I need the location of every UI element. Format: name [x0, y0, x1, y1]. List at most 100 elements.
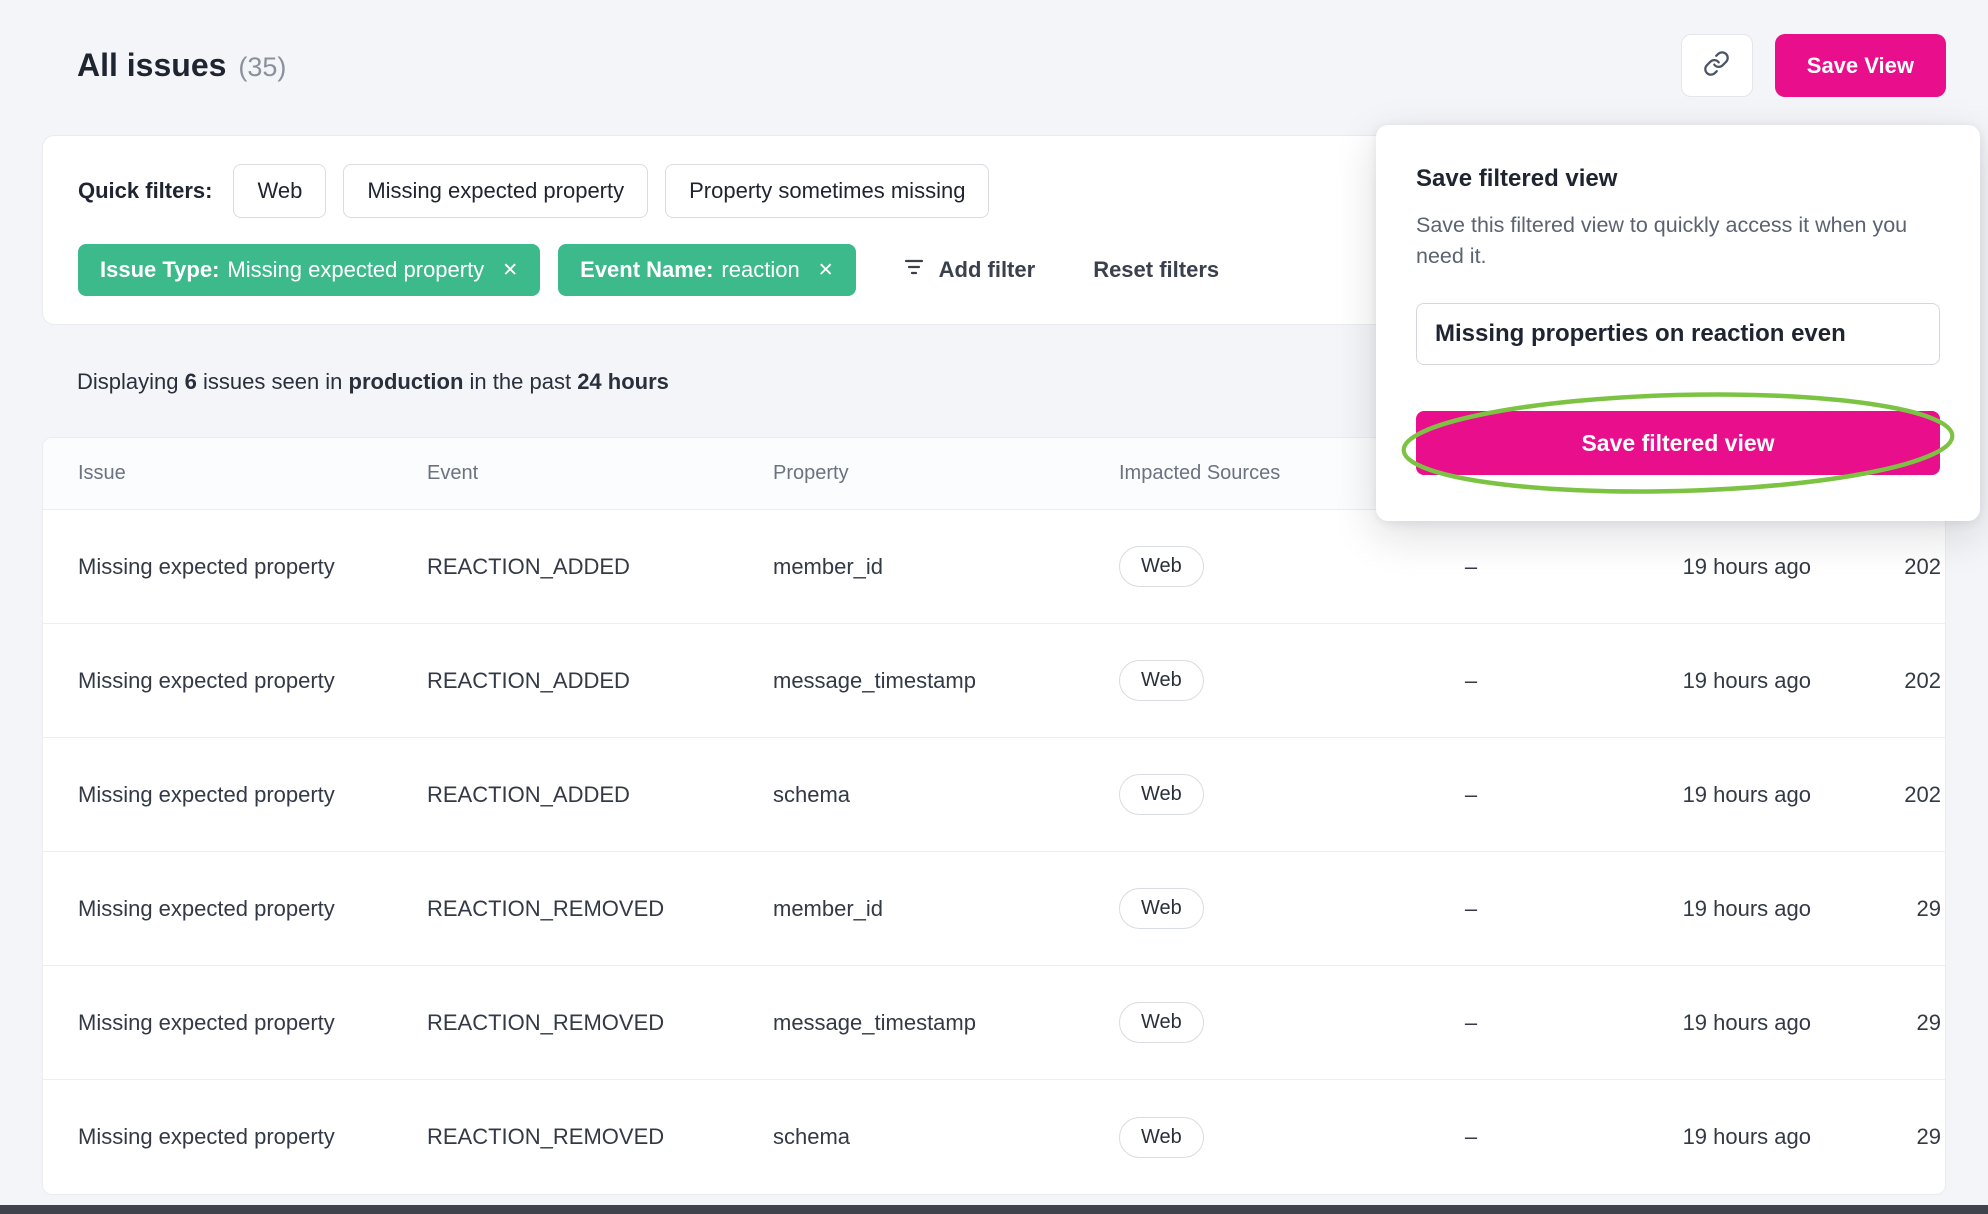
cell-last-seen: 19 hours ago [1682, 1009, 1811, 1035]
cell-count: 29 [1916, 895, 1941, 921]
table-row[interactable]: Missing expected property REACTION_REMOV… [43, 1080, 1945, 1194]
table-row[interactable]: Missing expected property REACTION_REMOV… [43, 966, 1945, 1080]
page-title: All issues (35) [77, 47, 286, 84]
cell-property: message_timestamp [773, 1009, 976, 1035]
issues-table: Issue Event Property Impacted Sources Mi… [42, 437, 1946, 1195]
filter-chip-value: reaction [721, 257, 800, 282]
cell-last-seen: 19 hours ago [1682, 895, 1811, 921]
cell-dash: – [1464, 1124, 1478, 1149]
filter-chip-issue-type[interactable]: Issue Type: Missing expected property ✕ [78, 244, 541, 296]
filter-chip-value: Missing expected property [227, 257, 485, 282]
cell-sources: Web [1119, 1002, 1389, 1043]
link-icon [1703, 50, 1730, 82]
filter-chip-label: Issue Type: [100, 257, 220, 282]
status-count: 6 [184, 369, 197, 394]
source-badge: Web [1119, 546, 1204, 587]
popover-title: Save filtered view [1416, 165, 1618, 192]
cell-dash: – [1464, 1009, 1478, 1035]
close-icon[interactable]: ✕ [502, 259, 519, 281]
cell-sources: Web [1119, 888, 1389, 929]
top-actions: Save View [1680, 34, 1946, 97]
cell-count: 202 [1904, 667, 1941, 693]
cell-issue: Missing expected property [78, 895, 335, 921]
copy-link-button[interactable] [1680, 34, 1753, 97]
source-badge: Web [1119, 774, 1204, 815]
cell-last-seen: 19 hours ago [1682, 667, 1811, 693]
popover-description: Save this filtered view to quickly acces… [1416, 213, 1908, 268]
cell-property: member_id [773, 553, 884, 579]
cell-last-seen: 19 hours ago [1682, 1124, 1811, 1149]
quick-filter-web[interactable]: Web [233, 164, 327, 218]
cell-count: 202 [1904, 781, 1941, 807]
cell-event: REACTION_REMOVED [427, 1124, 665, 1149]
cell-event: REACTION_ADDED [427, 781, 630, 807]
reset-filters-button[interactable]: Reset filters [1093, 257, 1220, 282]
column-header-event: Event [427, 462, 479, 484]
cell-sources: Web [1119, 774, 1389, 815]
quick-filter-property-sometimes-missing[interactable]: Property sometimes missing [665, 164, 990, 218]
status-prefix: Displaying [77, 369, 179, 394]
page-title-count: (35) [238, 52, 287, 82]
cell-issue: Missing expected property [78, 667, 335, 693]
cell-last-seen: 19 hours ago [1682, 781, 1811, 807]
cell-sources: Web [1119, 1116, 1389, 1158]
cell-sources: Web [1119, 546, 1389, 587]
cell-event: REACTION_REMOVED [427, 895, 665, 921]
cell-count: 202 [1904, 553, 1941, 579]
cell-issue: Missing expected property [78, 1124, 335, 1149]
add-filter-button[interactable]: Add filter [902, 255, 1036, 285]
page-title-text: All issues [77, 47, 227, 83]
save-filtered-view-popover: Save filtered view Save this filtered vi… [1376, 125, 1980, 522]
cell-dash: – [1464, 781, 1478, 807]
table-row[interactable]: Missing expected property REACTION_ADDED… [43, 624, 1945, 738]
cell-count: 29 [1916, 1009, 1941, 1035]
quick-filter-missing-expected-property[interactable]: Missing expected property [343, 164, 649, 218]
quick-filters-row: Quick filters: Web Missing expected prop… [69, 164, 1919, 218]
status-mid1: issues seen in [203, 369, 343, 394]
bottom-scrollbar[interactable] [0, 1205, 1988, 1214]
cell-sources: Web [1119, 660, 1389, 701]
cell-dash: – [1464, 553, 1478, 579]
quick-filters-label: Quick filters: [78, 178, 213, 203]
cell-dash: – [1464, 667, 1478, 693]
source-badge: Web [1119, 1002, 1204, 1043]
filter-chip-label: Event Name: [580, 257, 714, 282]
active-filters-row: Issue Type: Missing expected property ✕ … [78, 244, 1919, 296]
cell-last-seen: 19 hours ago [1682, 553, 1811, 579]
close-icon[interactable]: ✕ [817, 259, 834, 281]
status-line: Displaying 6 issues seen in production i… [77, 369, 1946, 395]
status-mid2: in the past [469, 369, 572, 394]
cell-issue: Missing expected property [78, 781, 335, 807]
cell-event: REACTION_REMOVED [427, 1009, 665, 1035]
source-badge: Web [1119, 888, 1204, 929]
topbar: All issues (35) Save View [42, 0, 1946, 97]
cell-issue: Missing expected property [78, 1009, 335, 1035]
save-view-button[interactable]: Save View [1774, 34, 1946, 97]
source-badge: Web [1119, 660, 1204, 701]
cell-event: REACTION_ADDED [427, 553, 630, 579]
column-header-property: Property [773, 462, 849, 484]
cell-event: REACTION_ADDED [427, 667, 630, 693]
table-row[interactable]: Missing expected property REACTION_ADDED… [43, 738, 1945, 852]
cell-property: schema [773, 781, 851, 807]
cell-issue: Missing expected property [78, 553, 335, 579]
column-header-impacted-sources: Impacted Sources [1119, 462, 1281, 484]
source-badge: Web [1119, 1116, 1204, 1158]
column-header-issue: Issue [78, 462, 126, 484]
cell-property: member_id [773, 895, 884, 921]
status-env: production [348, 369, 464, 394]
filter-chip-event-name[interactable]: Event Name: reaction ✕ [558, 244, 856, 296]
cell-count: 29 [1916, 1124, 1941, 1149]
table-row[interactable]: Missing expected property REACTION_ADDED… [43, 510, 1945, 624]
save-filtered-view-button[interactable]: Save filtered view [1416, 411, 1940, 476]
cell-property: message_timestamp [773, 667, 976, 693]
status-range: 24 hours [577, 369, 669, 394]
view-name-input[interactable] [1416, 303, 1940, 366]
popover-button-area: Save filtered view [1401, 392, 1955, 494]
cell-dash: – [1464, 895, 1478, 921]
add-filter-label: Add filter [938, 257, 1036, 282]
cell-property: schema [773, 1124, 851, 1149]
table-row[interactable]: Missing expected property REACTION_REMOV… [43, 852, 1945, 966]
filter-lines-icon [902, 255, 926, 285]
